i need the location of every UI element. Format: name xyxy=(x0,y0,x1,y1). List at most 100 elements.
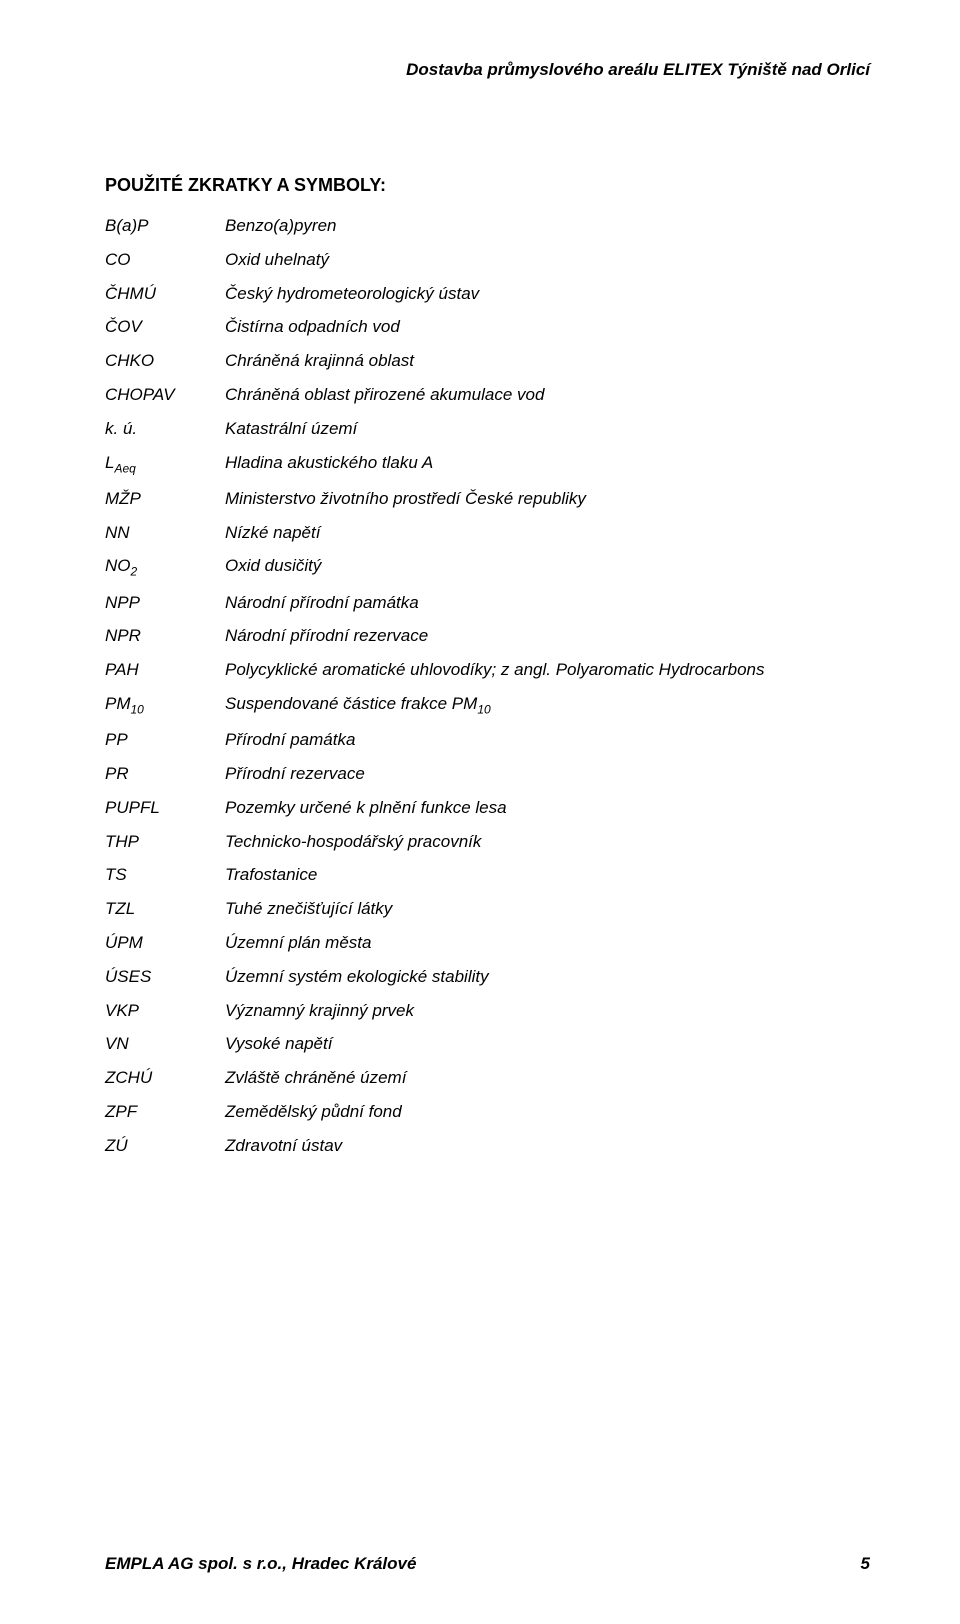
definition-term: THP xyxy=(105,830,225,864)
definition-description: Ministerstvo životního prostředí České r… xyxy=(225,487,870,521)
definition-row: ÚPMÚzemní plán města xyxy=(105,931,870,965)
definition-term: PR xyxy=(105,762,225,796)
definition-row: PUPFLPozemky určené k plnění funkce lesa xyxy=(105,796,870,830)
definition-description: Zemědělský půdní fond xyxy=(225,1100,870,1134)
definition-description: Přírodní rezervace xyxy=(225,762,870,796)
definition-row: NO2Oxid dusičitý xyxy=(105,554,870,590)
definition-term: ZPF xyxy=(105,1100,225,1134)
page-footer: EMPLA AG spol. s r.o., Hradec Králové 5 xyxy=(105,1554,870,1574)
term-text: PR xyxy=(105,764,129,783)
definition-description: Technicko-hospodářský pracovník xyxy=(225,830,870,864)
term-text: TZL xyxy=(105,899,135,918)
description-text: Nízké napětí xyxy=(225,523,320,542)
definition-term: MŽP xyxy=(105,487,225,521)
term-text: VKP xyxy=(105,1001,139,1020)
definition-description: Přírodní památka xyxy=(225,728,870,762)
description-text: Významný krajinný prvek xyxy=(225,1001,414,1020)
description-text: Technicko-hospodářský pracovník xyxy=(225,832,481,851)
definition-row: THP Technicko-hospodářský pracovník xyxy=(105,830,870,864)
term-text: ZÚ xyxy=(105,1136,128,1155)
definition-row: NNNízké napětí xyxy=(105,521,870,555)
term-text: ÚPM xyxy=(105,933,143,952)
definition-row: ÚSES Územní systém ekologické stability xyxy=(105,965,870,999)
definition-description: Chráněná oblast přirozené akumulace vod xyxy=(225,383,870,417)
description-text: Vysoké napětí xyxy=(225,1034,332,1053)
definition-term: NN xyxy=(105,521,225,555)
description-text: Územní systém ekologické stability xyxy=(225,967,489,986)
description-text: Zemědělský půdní fond xyxy=(225,1102,402,1121)
description-text: Tuhé znečišťující látky xyxy=(225,899,392,918)
definition-description: Pozemky určené k plnění funkce lesa xyxy=(225,796,870,830)
description-text: Chráněná oblast přirozené akumulace vod xyxy=(225,385,544,404)
description-text: Ministerstvo životního prostředí České r… xyxy=(225,489,586,508)
definition-row: ČOV Čistírna odpadních vod xyxy=(105,315,870,349)
description-text: Trafostanice xyxy=(225,865,317,884)
definition-description: Národní přírodní rezervace xyxy=(225,624,870,658)
page-header: Dostavba průmyslového areálu ELITEX Týni… xyxy=(105,60,870,80)
description-text: Zvláště chráněné území xyxy=(225,1068,406,1087)
term-subscript: 2 xyxy=(131,565,138,579)
description-text: Národní přírodní rezervace xyxy=(225,626,428,645)
header-text: Dostavba průmyslového areálu ELITEX Týni… xyxy=(406,60,870,79)
definition-term: CHKO xyxy=(105,349,225,383)
term-text: ČOV xyxy=(105,317,142,336)
definition-term: TZL xyxy=(105,897,225,931)
term-text: PM xyxy=(105,694,131,713)
term-text: B(a)P xyxy=(105,216,148,235)
term-text: CHKO xyxy=(105,351,154,370)
section-title: POUŽITÉ ZKRATKY A SYMBOLY: xyxy=(105,175,870,196)
definition-term: TS xyxy=(105,863,225,897)
term-text: TS xyxy=(105,865,127,884)
definition-term: CO xyxy=(105,248,225,282)
definition-row: CHKO Chráněná krajinná oblast xyxy=(105,349,870,383)
term-text: CHOPAV xyxy=(105,385,175,404)
definition-row: ZCHÚZvláště chráněné území xyxy=(105,1066,870,1100)
definition-description: Oxid dusičitý xyxy=(225,554,870,590)
term-text: ČHMÚ xyxy=(105,284,156,303)
definition-term: NO2 xyxy=(105,554,225,590)
definition-description: Benzo(a)pyren xyxy=(225,214,870,248)
definition-row: MŽPMinisterstvo životního prostředí Česk… xyxy=(105,487,870,521)
description-text: Oxid uhelnatý xyxy=(225,250,329,269)
definition-row: k. ú.Katastrální území xyxy=(105,417,870,451)
term-text: CO xyxy=(105,250,131,269)
definition-row: ZPFZemědělský půdní fond xyxy=(105,1100,870,1134)
definition-row: CO Oxid uhelnatý xyxy=(105,248,870,282)
definition-row: B(a)P Benzo(a)pyren xyxy=(105,214,870,248)
definition-row: TZL Tuhé znečišťující látky xyxy=(105,897,870,931)
description-text: Pozemky určené k plnění funkce lesa xyxy=(225,798,507,817)
definition-term: NPP xyxy=(105,591,225,625)
term-text: VN xyxy=(105,1034,129,1053)
definition-description: Český hydrometeorologický ústav xyxy=(225,282,870,316)
definition-term: CHOPAV xyxy=(105,383,225,417)
description-text: Oxid dusičitý xyxy=(225,556,321,575)
term-subscript: Aeq xyxy=(114,461,135,475)
term-text: ÚSES xyxy=(105,967,151,986)
description-text: Český hydrometeorologický ústav xyxy=(225,284,479,303)
term-text: THP xyxy=(105,832,139,851)
description-text: Katastrální území xyxy=(225,419,357,438)
definition-row: ČHMÚ Český hydrometeorologický ústav xyxy=(105,282,870,316)
footer-left: EMPLA AG spol. s r.o., Hradec Králové xyxy=(105,1554,416,1574)
definition-row: PAHPolycyklické aromatické uhlovodíky; z… xyxy=(105,658,870,692)
definition-description: Katastrální území xyxy=(225,417,870,451)
definition-term: B(a)P xyxy=(105,214,225,248)
footer-page-number: 5 xyxy=(861,1554,870,1574)
definition-term: LAeq xyxy=(105,451,225,487)
definition-term: k. ú. xyxy=(105,417,225,451)
definition-row: NPR Národní přírodní rezervace xyxy=(105,624,870,658)
definition-description: Národní přírodní památka xyxy=(225,591,870,625)
definition-term: VN xyxy=(105,1032,225,1066)
definition-term: PP xyxy=(105,728,225,762)
definition-term: NPR xyxy=(105,624,225,658)
definition-term: ÚPM xyxy=(105,931,225,965)
definition-description: Chráněná krajinná oblast xyxy=(225,349,870,383)
definition-description: Čistírna odpadních vod xyxy=(225,315,870,349)
definition-description: Polycyklické aromatické uhlovodíky; z an… xyxy=(225,658,870,692)
term-subscript: 10 xyxy=(131,702,144,716)
definitions-list: B(a)P Benzo(a)pyren CO Oxid uhelnatý ČHMÚ Čes… xyxy=(105,214,870,1167)
definition-description: Oxid uhelnatý xyxy=(225,248,870,282)
term-text: NPR xyxy=(105,626,141,645)
definition-description: Hladina akustického tlaku A xyxy=(225,451,870,487)
description-text: Čistírna odpadních vod xyxy=(225,317,400,336)
